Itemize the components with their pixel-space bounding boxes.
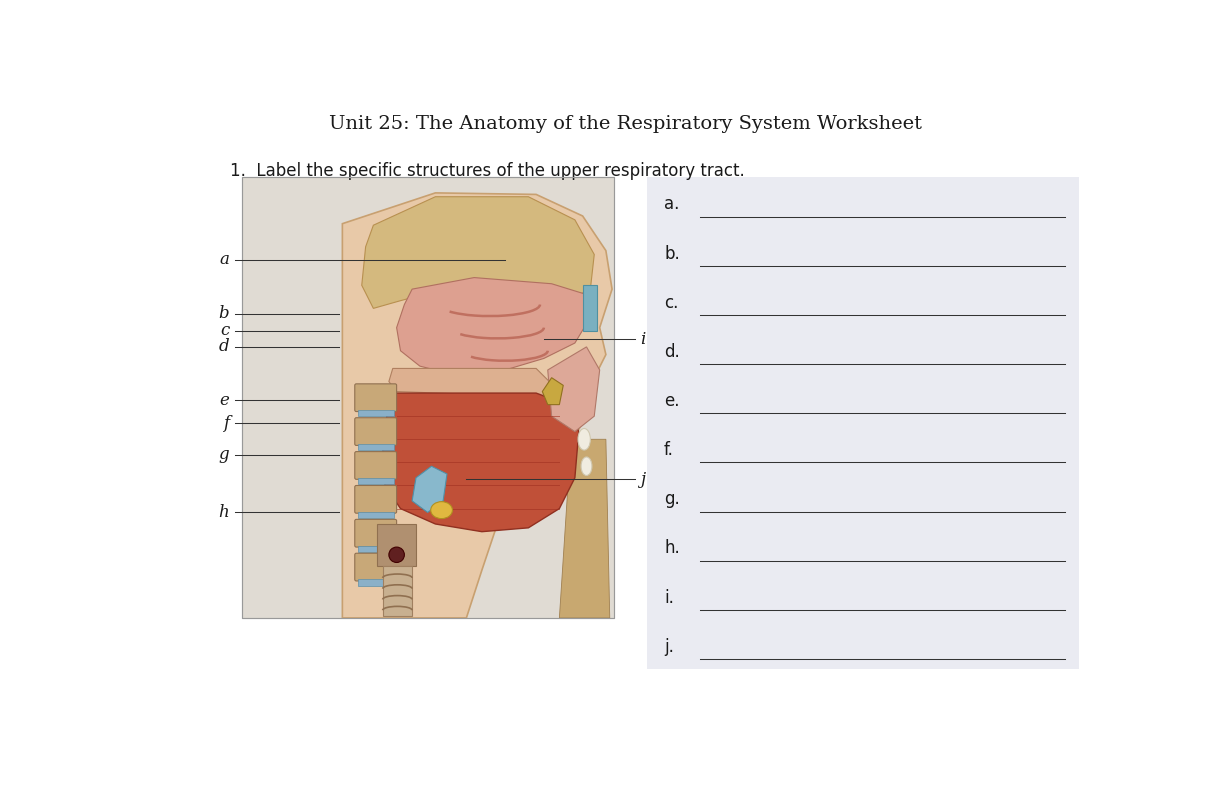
Text: b.: b. (664, 244, 680, 263)
Text: d: d (218, 339, 229, 355)
Ellipse shape (431, 501, 453, 519)
Text: b: b (218, 305, 229, 322)
Text: j.: j. (664, 637, 673, 656)
Circle shape (389, 547, 404, 563)
Bar (357, 545, 394, 552)
FancyBboxPatch shape (355, 553, 396, 581)
Bar (357, 512, 394, 518)
Bar (583, 285, 597, 332)
Text: g.: g. (664, 490, 680, 509)
Bar (242, 178, 614, 618)
Text: c.: c. (664, 294, 678, 312)
Polygon shape (412, 466, 447, 512)
Ellipse shape (581, 457, 592, 476)
Text: d.: d. (664, 343, 680, 361)
Bar (242, 178, 614, 618)
Text: h: h (218, 504, 229, 521)
Polygon shape (362, 196, 594, 308)
Text: h.: h. (664, 539, 680, 557)
Text: i: i (640, 331, 645, 347)
Bar (647, 178, 1080, 669)
Bar (383, 567, 412, 616)
Bar (357, 478, 394, 484)
FancyBboxPatch shape (355, 520, 396, 547)
Polygon shape (389, 369, 551, 397)
Text: i.: i. (664, 589, 673, 607)
Text: c: c (220, 322, 229, 340)
Text: a.: a. (664, 196, 680, 214)
Text: f.: f. (664, 441, 673, 459)
Polygon shape (548, 347, 600, 432)
Text: 1.  Label the specific structures of the upper respiratory tract.: 1. Label the specific structures of the … (231, 163, 744, 180)
Polygon shape (383, 393, 578, 531)
Bar (357, 444, 394, 450)
Polygon shape (396, 277, 589, 374)
Text: f: f (223, 414, 229, 432)
Bar (357, 579, 394, 586)
Text: g: g (218, 446, 229, 463)
Bar (377, 524, 416, 567)
Polygon shape (543, 378, 564, 405)
Text: a: a (220, 252, 229, 268)
Ellipse shape (578, 428, 590, 450)
FancyBboxPatch shape (355, 384, 396, 412)
Polygon shape (560, 439, 610, 618)
FancyBboxPatch shape (355, 452, 396, 479)
FancyBboxPatch shape (355, 486, 396, 513)
FancyBboxPatch shape (355, 417, 396, 446)
Polygon shape (343, 193, 612, 618)
Text: e: e (220, 391, 229, 409)
Text: Unit 25: The Anatomy of the Respiratory System Worksheet: Unit 25: The Anatomy of the Respiratory … (328, 115, 922, 133)
Text: j: j (640, 471, 645, 488)
Bar (357, 410, 394, 416)
Text: e.: e. (664, 392, 680, 410)
